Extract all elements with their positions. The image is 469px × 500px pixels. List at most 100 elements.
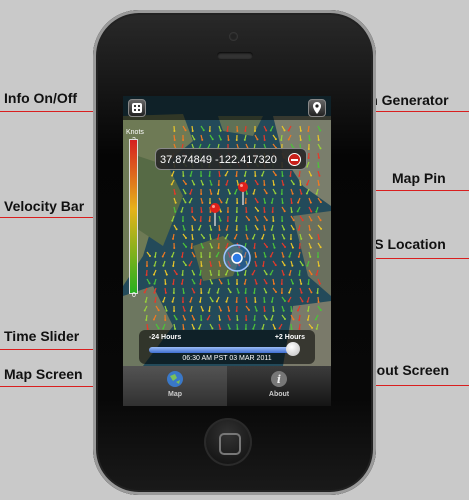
current-arrow-head <box>283 237 286 240</box>
current-arrow-head <box>292 183 295 186</box>
current-arrow-head <box>256 219 259 222</box>
current-arrow-head <box>319 246 322 249</box>
current-arrow-head <box>191 237 194 240</box>
tab-about-label: About <box>268 391 290 398</box>
current-arrow-head <box>182 138 185 141</box>
current-arrow-head <box>175 228 178 231</box>
current-arrow-head <box>175 318 178 321</box>
current-arrow-head <box>238 246 241 249</box>
current-arrow-head <box>209 237 212 240</box>
svg-text:i: i <box>277 373 281 386</box>
current-arrow-head <box>282 309 285 312</box>
satellite-map[interactable] <box>123 96 331 366</box>
current-arrow-head <box>281 219 284 222</box>
current-arrow-head <box>301 300 304 303</box>
annotation-map-screen: Map Screen <box>4 366 83 382</box>
time-slider-track[interactable] <box>149 347 299 353</box>
current-arrow-head <box>152 273 155 276</box>
velocity-bar-title: Knots <box>126 129 144 136</box>
tab-map-label: Map <box>168 391 182 398</box>
current-arrow-head <box>283 300 286 303</box>
current-arrow-head <box>235 174 238 177</box>
current-arrow-head <box>317 156 320 159</box>
velocity-bar-min: 0 <box>132 292 136 299</box>
current-arrow-head <box>203 236 206 239</box>
current-arrow-head <box>319 129 322 132</box>
current-arrow-head <box>298 318 301 321</box>
current-arrow-head <box>244 273 247 276</box>
current-arrow-head <box>288 255 291 258</box>
current-arrow-head <box>188 264 191 267</box>
tab-about[interactable]: i About <box>227 366 331 406</box>
time-slider-knob[interactable] <box>286 342 300 356</box>
current-arrow-head <box>210 228 213 231</box>
current-arrow-head <box>245 210 248 213</box>
current-arrow-head <box>192 327 195 330</box>
current-arrow-head <box>281 174 284 177</box>
pin-generator-button[interactable] <box>308 99 326 117</box>
current-arrow-head <box>281 201 284 204</box>
current-arrow-head <box>301 219 304 222</box>
info-toggle-button[interactable] <box>128 99 146 117</box>
current-arrow-head <box>210 264 213 267</box>
current-arrow-head <box>272 309 275 312</box>
current-arrow-head <box>228 327 231 330</box>
current-arrow-head <box>274 264 277 267</box>
current-arrow-head <box>306 318 309 321</box>
current-arrow-head <box>191 129 194 132</box>
current-arrow-head <box>235 228 238 231</box>
current-arrow-head <box>265 318 268 321</box>
current-arrow-head <box>272 219 275 222</box>
current-arrow-head <box>219 219 222 222</box>
current-arrow-head <box>287 129 290 132</box>
current-arrow-head <box>199 300 202 303</box>
current-arrow-head <box>315 273 318 276</box>
current-arrow-head <box>255 264 258 267</box>
current-arrow-head <box>225 300 228 303</box>
current-arrow-head <box>228 255 231 258</box>
current-arrow-head <box>283 129 286 132</box>
current-arrow-head <box>273 246 276 249</box>
current-arrow-head <box>280 291 283 294</box>
pin-callout[interactable]: 37.874849 -122.417320 <box>155 148 307 170</box>
current-arrow-head <box>206 318 209 321</box>
current-arrow-head <box>310 174 313 177</box>
slider-right-label: +2 Hours <box>274 334 305 341</box>
current-arrow-head <box>290 210 293 213</box>
current-arrow-head <box>236 318 239 321</box>
home-button[interactable] <box>204 418 252 466</box>
current-arrow-head <box>226 129 229 132</box>
leader-line-velocity-bar <box>0 217 132 218</box>
current-arrow-head <box>317 256 320 258</box>
current-arrow-head <box>184 192 187 195</box>
pin-coordinates: 37.874849 -122.417320 <box>160 154 277 166</box>
current-arrow-head <box>317 183 320 186</box>
current-arrow-head <box>297 255 300 258</box>
current-arrow-head <box>270 201 273 204</box>
current-arrow-head <box>272 282 275 285</box>
current-arrow-head <box>184 183 187 186</box>
current-arrow-head <box>273 237 276 240</box>
current-arrow-head <box>306 300 309 303</box>
current-arrow-head <box>247 309 250 312</box>
current-arrow-head <box>262 264 265 267</box>
current-arrow-head <box>256 183 259 186</box>
remove-pin-icon[interactable] <box>288 153 301 166</box>
annotation-about-screen: About Screen <box>358 362 450 378</box>
current-arrow-head <box>208 129 211 132</box>
current-arrow-head <box>157 327 160 330</box>
current-arrow-head <box>200 192 203 195</box>
current-arrow-head <box>208 309 211 312</box>
current-arrow-head <box>209 201 212 204</box>
current-arrow-head <box>181 300 184 303</box>
current-arrow-head <box>199 282 202 285</box>
current-arrow-head <box>255 309 258 312</box>
current-arrow-head <box>244 291 247 294</box>
current-arrow-head <box>307 156 310 159</box>
current-arrow-head <box>288 291 291 294</box>
map-pin[interactable] <box>237 181 249 205</box>
map-pin[interactable] <box>209 202 221 226</box>
tab-map[interactable]: Map <box>123 366 227 406</box>
current-arrow-head <box>185 245 188 248</box>
location-pin-icon <box>313 102 321 114</box>
